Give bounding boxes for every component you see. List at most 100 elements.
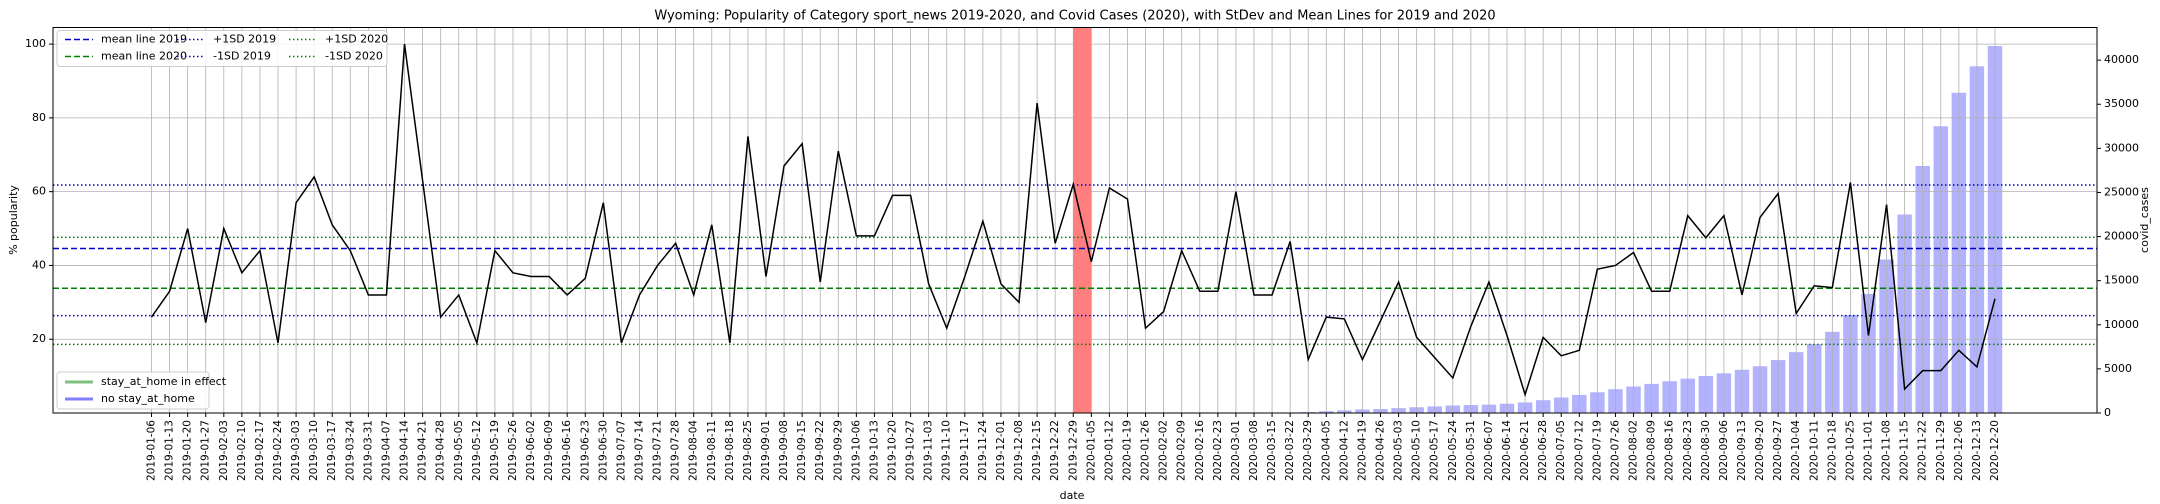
- x-tick-label: 2019-09-22: [814, 420, 826, 481]
- legend-label: mean line 2019: [101, 33, 187, 46]
- x-tick-label: 2020-12-20: [1989, 420, 2001, 481]
- x-tick-label: 2020-10-04: [1790, 420, 1802, 481]
- x-tick-label: 2019-08-04: [688, 420, 700, 481]
- x-tick-label: 2020-11-29: [1935, 420, 1947, 481]
- x-tick-label: 2019-02-03: [218, 420, 230, 481]
- x-tick-label: 2019-04-07: [380, 420, 392, 481]
- x-tick-label: 2019-01-27: [200, 420, 212, 481]
- x-tick-label: 2019-09-15: [796, 420, 808, 481]
- x-tick-label: 2020-05-31: [1465, 420, 1477, 481]
- x-tick-label: 2020-10-25: [1844, 420, 1856, 481]
- x-tick-label: 2020-12-13: [1971, 420, 1983, 481]
- x-tick-label: 2019-02-10: [236, 420, 248, 481]
- y-tick-label: 60: [32, 185, 46, 198]
- x-tick-label: 2020-09-13: [1736, 420, 1748, 481]
- x-tick-label: 2020-03-15: [1266, 420, 1278, 481]
- x-tick-label: 2020-05-24: [1447, 420, 1459, 481]
- y2-tick-label: 25000: [2104, 185, 2139, 198]
- legend-label: -1SD 2019: [213, 50, 271, 63]
- x-tick-label: 2019-03-31: [362, 420, 374, 481]
- x-tick-label: 2019-11-03: [923, 420, 935, 481]
- x-tick-label: 2019-06-16: [561, 420, 573, 481]
- x-tick-label: 2019-04-28: [435, 420, 447, 481]
- x-tick-label: 2019-09-01: [760, 420, 772, 481]
- x-tick-label: 2019-11-17: [959, 420, 971, 481]
- y2-tick-label: 5000: [2104, 362, 2132, 375]
- x-tick-label: 2019-01-20: [182, 420, 194, 481]
- x-tick-label: 2019-03-03: [290, 420, 302, 481]
- x-tick-label: 2019-12-29: [1067, 420, 1079, 481]
- y-tick-label: 40: [32, 258, 46, 271]
- x-tick-label: 2019-02-24: [272, 420, 284, 481]
- x-tick-label: 2019-07-21: [652, 420, 664, 481]
- x-tick-label: 2020-02-02: [1158, 420, 1170, 481]
- x-tick-label: 2019-12-22: [1049, 420, 1061, 481]
- legend-label: +1SD 2019: [213, 33, 276, 46]
- x-tick-label: 2019-03-24: [344, 420, 356, 481]
- x-tick-label: 2019-07-14: [633, 420, 645, 481]
- x-tick-label: 2020-08-02: [1628, 420, 1640, 481]
- x-tick-label: 2020-03-22: [1284, 420, 1296, 481]
- x-tick-label: 2020-08-16: [1664, 420, 1676, 481]
- x-tick-label: 2020-08-23: [1682, 420, 1694, 481]
- x-tick-label: 2020-09-27: [1772, 420, 1784, 481]
- x-tick-label: 2020-07-19: [1591, 420, 1603, 481]
- x-tick-label: 2020-03-29: [1302, 420, 1314, 481]
- x-tick-label: 2020-12-06: [1953, 420, 1965, 481]
- x-tick-label: 2020-04-26: [1375, 420, 1387, 481]
- x-axis-label: date: [1060, 489, 1085, 502]
- x-tick-label: 2020-09-06: [1718, 420, 1730, 481]
- x-tick-label: 2019-12-01: [995, 420, 1007, 481]
- x-tick-label: 2020-02-23: [1212, 420, 1224, 481]
- x-tick-label: 2019-10-27: [905, 420, 917, 481]
- x-tick-label: 2020-07-26: [1609, 420, 1621, 481]
- x-tick-label: 2020-05-17: [1429, 420, 1441, 481]
- y2-tick-label: 0: [2104, 406, 2111, 419]
- x-tick-label: 2019-08-11: [706, 420, 718, 481]
- y2-axis-label: covid_cases: [2138, 187, 2151, 253]
- x-tick-label: 2020-11-08: [1881, 420, 1893, 481]
- x-tick-label: 2019-01-06: [146, 420, 158, 481]
- x-tick-label: 2019-09-29: [832, 420, 844, 481]
- x-tick-label: 2020-06-21: [1519, 420, 1531, 481]
- x-tick-label: 2020-06-07: [1483, 420, 1495, 481]
- x-tick-label: 2020-01-26: [1140, 420, 1152, 481]
- x-tick-label: 2019-09-08: [778, 420, 790, 481]
- x-tick-label: 2019-10-20: [887, 420, 899, 481]
- legend: stay_at_home in effect no stay_at_home: [56, 371, 227, 410]
- x-tick-label: 2019-07-28: [670, 420, 682, 481]
- x-tick-label: 2019-11-10: [941, 420, 953, 481]
- y2-tick-label: 20000: [2104, 230, 2139, 243]
- x-tick-label: 2019-08-18: [724, 420, 736, 481]
- legend-box: [56, 30, 388, 67]
- x-tick-label: 2020-04-12: [1338, 420, 1350, 481]
- x-tick-label: 2019-06-09: [543, 420, 555, 481]
- plot-frame: [52, 27, 2098, 414]
- legend-label: -1SD 2020: [325, 50, 383, 63]
- x-tick-label: 2020-09-20: [1754, 420, 1766, 481]
- x-tick-label: 2019-06-02: [525, 420, 537, 481]
- x-tick-label: 2020-04-19: [1356, 420, 1368, 481]
- legend-box: [56, 371, 210, 410]
- x-tick-label: 2019-10-13: [868, 420, 880, 481]
- legend-label: +1SD 2020: [325, 33, 388, 46]
- x-tick-label: 2020-11-01: [1862, 420, 1874, 481]
- y-tick-label: 20: [32, 332, 46, 345]
- x-tick-label: 2019-03-17: [326, 420, 338, 481]
- x-tick-label: 2020-03-08: [1248, 420, 1260, 481]
- x-tick-label: 2020-08-09: [1646, 420, 1658, 481]
- y-axis-label: % popularity: [7, 185, 20, 255]
- x-tick-label: 2020-06-28: [1537, 420, 1549, 481]
- x-tick-label: 2019-05-12: [471, 420, 483, 481]
- x-tick-label: 2019-02-17: [254, 420, 266, 481]
- x-tick-label: 2019-12-08: [1013, 420, 1025, 481]
- legend: mean line 2019 mean line 2020 +1SD 2019 -1S…: [56, 30, 388, 67]
- x-tick-label: 2020-04-05: [1320, 420, 1332, 481]
- line: [150, 44, 1996, 398]
- x-tick-label: 2020-01-05: [1085, 420, 1097, 481]
- legend-label: stay_at_home in effect: [101, 375, 227, 388]
- x-tick-label: 2019-12-15: [1031, 420, 1043, 481]
- x-tick-label: 2020-10-11: [1808, 420, 1820, 481]
- x-tick-label: 2020-08-30: [1700, 420, 1712, 481]
- x-tick-label: 2020-02-09: [1176, 420, 1188, 481]
